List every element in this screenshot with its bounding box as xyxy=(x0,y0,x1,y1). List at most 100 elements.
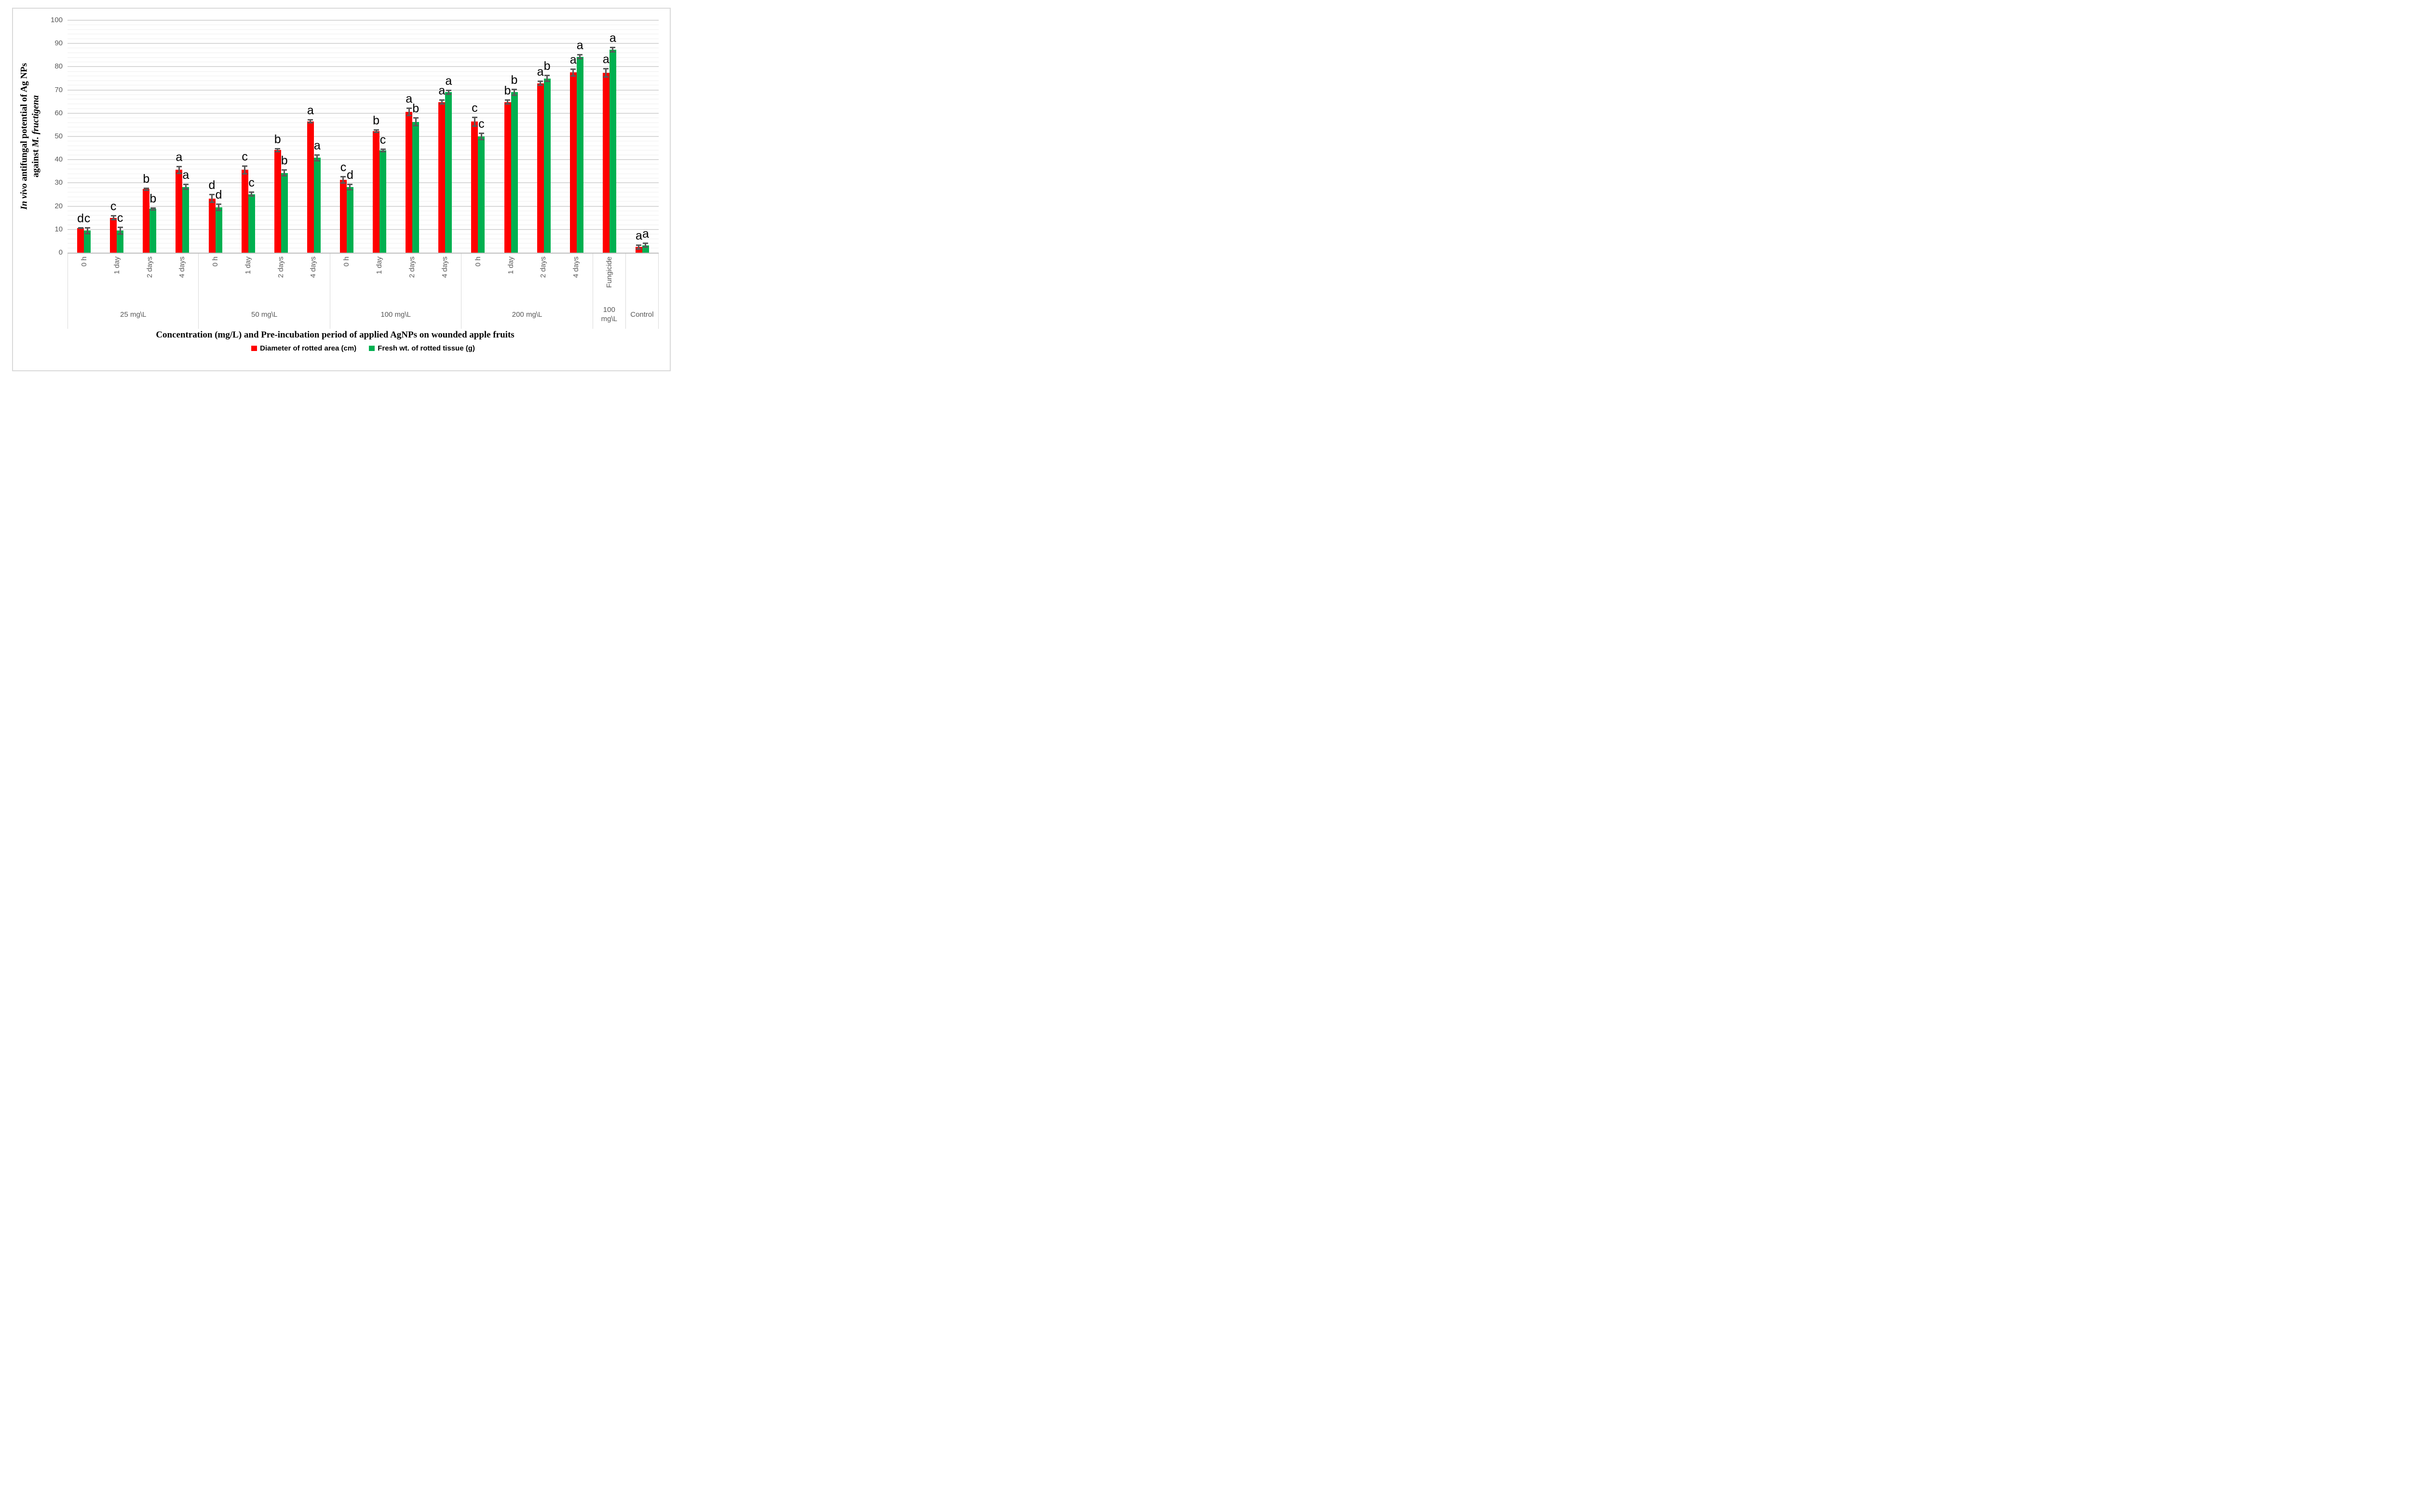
group-cell-100-mg-l: 0 h 1 day 2 days 4 days 100 mg\L xyxy=(330,254,462,329)
y-tick-label: 70 xyxy=(54,85,63,94)
x-tick-label: 4 days xyxy=(572,256,581,278)
gridline-major xyxy=(68,20,659,21)
significance-letter: a xyxy=(642,227,649,241)
gridline-minor xyxy=(68,71,659,72)
significance-letter: c xyxy=(478,117,485,131)
group-label: Control xyxy=(630,310,654,319)
error-bar xyxy=(643,242,649,248)
error-bar xyxy=(505,99,510,105)
bar-freshwt xyxy=(281,173,288,253)
bar-freshwt xyxy=(379,150,387,253)
significance-letter: a xyxy=(307,104,314,118)
x-tick-label: 0 h xyxy=(474,256,482,267)
error-bar xyxy=(110,215,116,221)
bar-freshwt xyxy=(313,158,321,253)
bar-diameter xyxy=(307,121,314,253)
x-tick-cell: 2 days xyxy=(527,254,560,303)
bar-diameter xyxy=(406,111,413,253)
significance-letter: a xyxy=(602,52,610,66)
error-bar xyxy=(242,165,248,175)
x-tick-cell: 1 day xyxy=(363,254,396,303)
group-label: 100 mg\L xyxy=(380,310,411,319)
significance-letter: d xyxy=(346,168,353,182)
error-bar xyxy=(570,68,576,77)
x-tick-cell: 1 day xyxy=(101,254,134,303)
significance-letter: b xyxy=(281,153,288,167)
significance-letter: c xyxy=(248,176,255,190)
significance-letter: a xyxy=(569,53,577,67)
gridline-major xyxy=(68,182,659,184)
x-tick-cell: 0 h xyxy=(199,254,231,303)
error-bar xyxy=(84,227,90,234)
bar-freshwt xyxy=(84,230,91,253)
significance-letter: d xyxy=(77,211,84,225)
x-tick-cell: 0 h xyxy=(461,254,494,303)
error-bar xyxy=(340,176,346,184)
x-tick-label: 0 h xyxy=(211,256,219,267)
x-tick-cell: Fungicide xyxy=(593,254,625,303)
significance-letter: a xyxy=(182,168,190,182)
error-bar xyxy=(176,165,182,175)
legend-swatch-green-icon xyxy=(369,346,375,351)
significance-letter: b xyxy=(412,102,420,116)
significance-letter: a xyxy=(313,138,321,152)
group-cell-100-mg-l: Fungicide 100 mg\L xyxy=(593,254,626,329)
y-tick-label: 20 xyxy=(54,202,63,210)
y-tick-label: 90 xyxy=(54,39,63,48)
group-cell-200-mg-l: 0 h 1 day 2 days 4 days 200 mg\L xyxy=(461,254,593,329)
bar-diameter xyxy=(373,131,380,253)
x-tick-cell: 4 days xyxy=(297,254,330,303)
bar-freshwt xyxy=(445,92,452,253)
gridline-major xyxy=(68,89,659,91)
error-bar xyxy=(143,187,149,191)
x-tick-label: 1 day xyxy=(244,256,252,274)
group-label: 50 mg\L xyxy=(251,310,278,319)
error-bar xyxy=(478,133,484,140)
gridline-major xyxy=(68,66,659,68)
significance-letter: b xyxy=(511,73,518,87)
significance-letter: a xyxy=(438,84,446,98)
x-tick-cell: 1 day xyxy=(231,254,264,303)
y-axis-title-line1: In vivo antifungal potential of Ag NPs xyxy=(19,63,29,210)
x-axis-title: Concentration (mg/L) and Pre-incubation … xyxy=(156,330,515,340)
group-label: 25 mg\L xyxy=(120,310,147,319)
bar-freshwt xyxy=(543,78,551,253)
error-bar xyxy=(308,119,313,124)
group-label: 100 mg\L xyxy=(601,306,617,323)
legend: Diameter of rotted area (cm) Fresh wt. o… xyxy=(68,344,659,352)
x-tick-cell xyxy=(626,254,658,303)
bar-freshwt xyxy=(215,207,222,253)
bar-freshwt xyxy=(412,122,420,253)
error-bar xyxy=(314,154,320,162)
error-bar xyxy=(538,80,543,86)
gridline-minor xyxy=(68,29,659,30)
group-cell-50-mg-l: 0 h 1 day 2 days 4 days 50 mg\L xyxy=(199,254,330,329)
significance-letter: b xyxy=(543,59,551,73)
significance-letter: c xyxy=(379,133,386,147)
gridline-minor xyxy=(68,108,659,109)
error-bar xyxy=(446,89,451,95)
bar-diameter xyxy=(537,83,544,253)
significance-letter: a xyxy=(635,229,642,243)
gridline-major xyxy=(68,229,659,230)
legend-item-diameter: Diameter of rotted area (cm) xyxy=(251,344,356,352)
bar-freshwt xyxy=(248,194,255,253)
y-tick-label: 30 xyxy=(54,178,63,187)
x-tick-cell: 4 days xyxy=(560,254,593,303)
x-tick-label: 4 days xyxy=(440,256,449,278)
legend-label: Diameter of rotted area (cm) xyxy=(260,344,357,352)
y-tick-label: 10 xyxy=(54,225,63,233)
error-bar xyxy=(603,68,609,78)
bar-diameter xyxy=(176,170,183,253)
bar-freshwt xyxy=(576,56,583,253)
significance-letter: c xyxy=(340,160,347,174)
tick-row: 0 h 1 day 2 days 4 days xyxy=(199,254,329,303)
error-bar xyxy=(380,148,386,153)
gridline-major xyxy=(68,136,659,137)
chart-figure: In vivo antifungal potential of Ag NPs a… xyxy=(0,0,678,378)
significance-letter: d xyxy=(208,178,216,192)
x-tick-label: 2 days xyxy=(408,256,417,278)
error-bar xyxy=(183,183,189,190)
error-bar xyxy=(78,227,83,229)
